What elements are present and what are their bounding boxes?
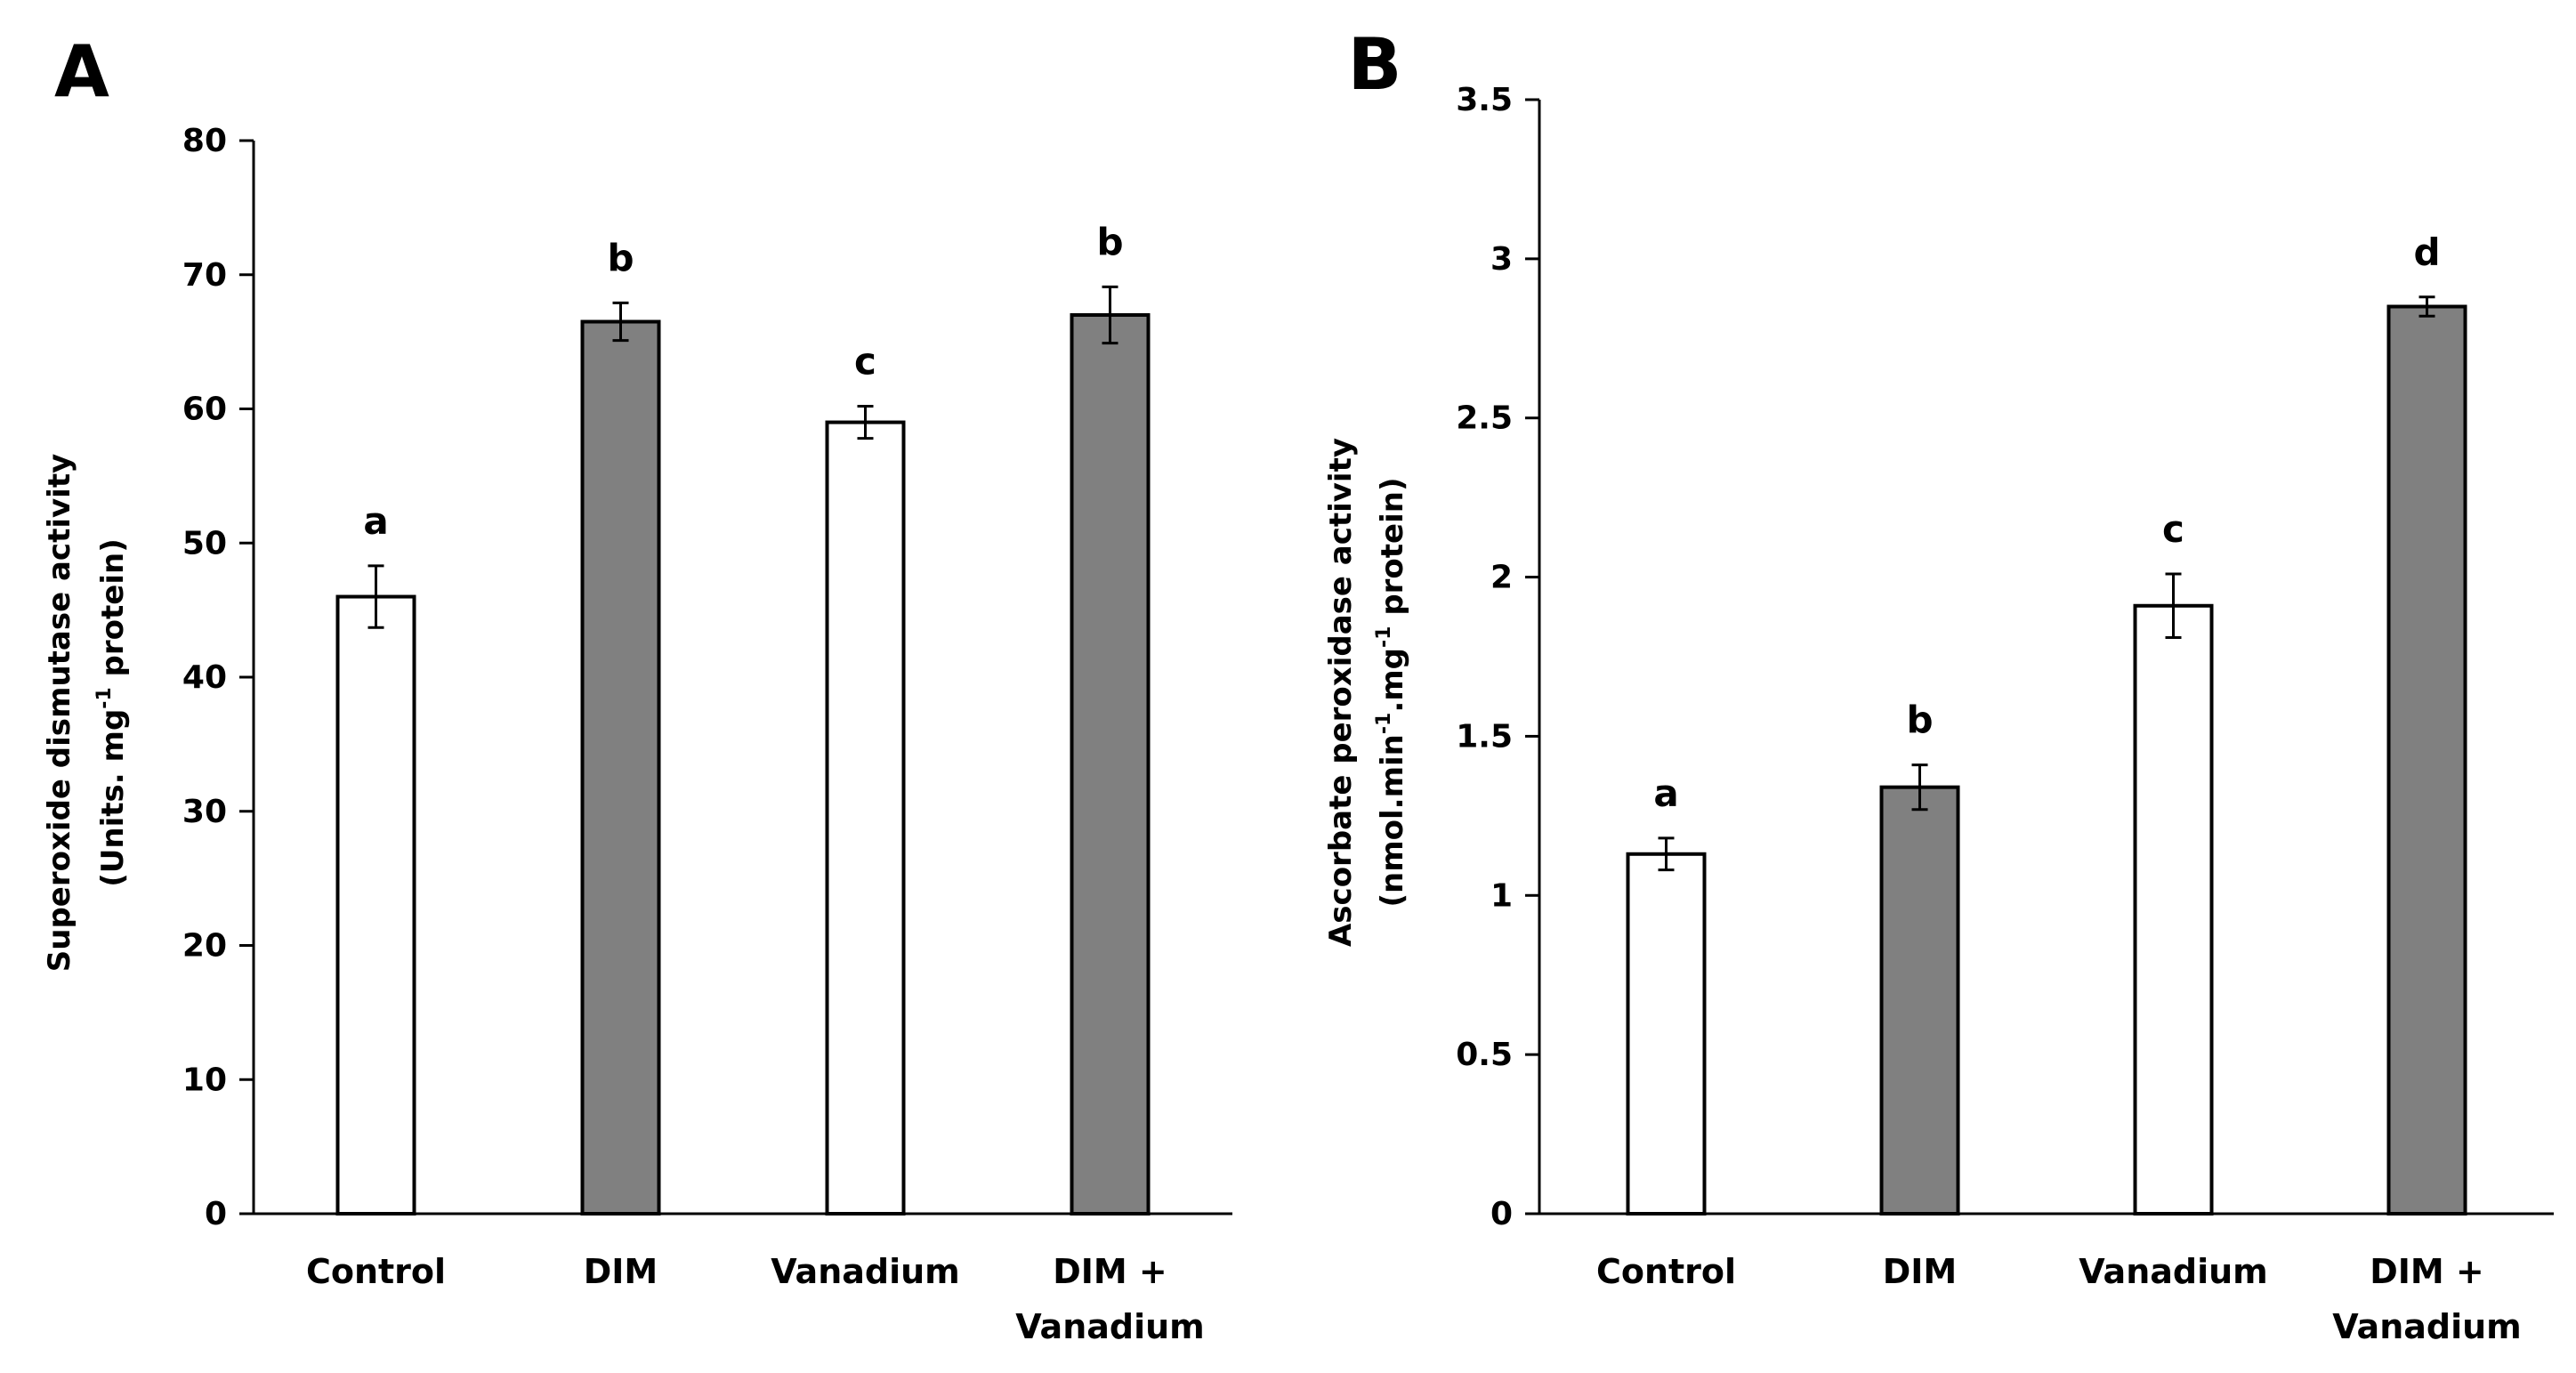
panel-a-category-label: Vanadium bbox=[771, 1252, 960, 1291]
panel-b-letter: B bbox=[1348, 23, 1402, 106]
panel-a-category-label: Control bbox=[306, 1252, 446, 1291]
panel-b-y-tick-label: 2.5 bbox=[1456, 400, 1513, 437]
panel-a-bar bbox=[580, 319, 661, 1216]
panel-b-y-tick-label: 1.5 bbox=[1456, 718, 1513, 755]
panel-b-bar bbox=[2386, 304, 2467, 1216]
panel-a-y-tick-label: 10 bbox=[182, 1062, 227, 1098]
panel-b-category-label: DIM bbox=[1883, 1252, 1958, 1291]
panel-a-significance-label: a bbox=[363, 499, 388, 543]
panel-b-significance-label: a bbox=[1653, 771, 1678, 815]
panel-b-category-label: Control bbox=[1596, 1252, 1736, 1291]
panel-b-significance-label: d bbox=[2413, 230, 2440, 274]
panel-a-y-tick-label: 60 bbox=[182, 392, 227, 428]
panel-b-bar bbox=[1879, 785, 1960, 1216]
panel-b-category-label: Vanadium bbox=[2079, 1252, 2268, 1291]
panel-a-bar bbox=[1070, 312, 1151, 1216]
panel-a-category-label: DIM + Vanadium bbox=[1015, 1252, 1205, 1346]
panel-b-y-tick-label: 3 bbox=[1490, 241, 1513, 278]
panel-b-y-tick-label: 0.5 bbox=[1456, 1037, 1513, 1073]
panel-b-y-tick-label: 3.5 bbox=[1456, 82, 1513, 118]
panel-a-significance-label: b bbox=[607, 236, 634, 279]
panel-a-y-tick-label: 40 bbox=[182, 659, 227, 696]
panel-a-bar bbox=[825, 420, 906, 1216]
panel-b-bar bbox=[1626, 852, 1707, 1216]
panel-b-bar bbox=[2133, 603, 2214, 1216]
panel-b-y-tick-label: 1 bbox=[1490, 877, 1513, 914]
panel-a-y-tick-label: 20 bbox=[182, 928, 227, 965]
panel-a-y-axis-unit: (Units. mg-1 protein) bbox=[93, 538, 131, 886]
panel-a-y-tick-label: 0 bbox=[205, 1196, 227, 1232]
panel-b-significance-label: c bbox=[2162, 507, 2184, 551]
panel-b-y-tick-label: 0 bbox=[1490, 1196, 1513, 1232]
panel-a-y-tick-label: 80 bbox=[182, 123, 227, 159]
panel-a: A 0 10 20 30 40 50 60 70 80 a Control b DIM c Vanadium b… bbox=[42, 30, 1232, 1346]
panel-a-significance-label: c bbox=[854, 339, 876, 383]
panel-b-significance-label: b bbox=[1906, 699, 1933, 742]
panel-a-y-tick-label: 70 bbox=[182, 257, 227, 294]
panel-a-letter: A bbox=[54, 30, 109, 113]
panel-a-y-tick-label: 50 bbox=[182, 525, 227, 561]
panel-b-category-label: DIM + Vanadium bbox=[2332, 1252, 2522, 1346]
panel-b-y-tick-label: 2 bbox=[1490, 560, 1513, 596]
panel-a-significance-label: b bbox=[1096, 220, 1123, 263]
panel-a-category-label: DIM bbox=[584, 1252, 658, 1291]
panel-a-y-tick-label: 30 bbox=[182, 794, 227, 830]
panel-b: B 0 0.5 1 1.5 2 2.5 3 3.5 a Control b DIM c Vanadium d D… bbox=[1323, 23, 2554, 1346]
panel-a-y-axis-title: Superoxide dismutase activity bbox=[42, 454, 77, 972]
panel-b-y-axis-title: Ascorbate peroxidase activity bbox=[1323, 438, 1359, 947]
panel-a-bar bbox=[335, 594, 416, 1216]
panel-b-y-axis-unit: (nmol.min-1.mg-1 protein) bbox=[1373, 478, 1410, 908]
